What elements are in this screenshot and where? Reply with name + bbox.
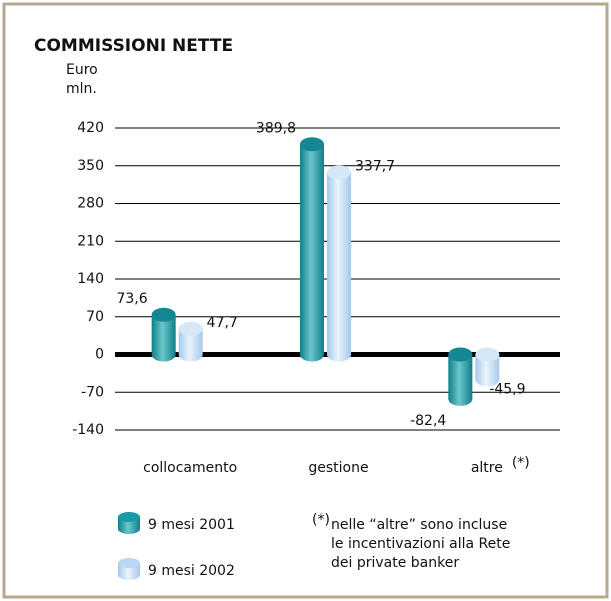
- value-label: 337,7: [355, 158, 395, 174]
- bar: [178, 321, 203, 362]
- x-tick-label: altre: [471, 460, 503, 476]
- value-label: -45,9: [489, 381, 525, 397]
- bar-top: [327, 165, 351, 180]
- value-label: -82,4: [410, 413, 446, 429]
- note-text: nelle “altre” sono incluse: [331, 517, 507, 533]
- value-label: 47,7: [207, 315, 238, 331]
- value-label: 389,8: [256, 120, 296, 136]
- y-tick-label: -140: [72, 422, 104, 438]
- y-tick-label: 420: [77, 120, 104, 136]
- legend-swatch-top: [118, 512, 140, 522]
- bar-body: [300, 144, 324, 355]
- legend-swatch: [118, 512, 140, 534]
- bar-bottom: [178, 347, 203, 362]
- bar-top: [448, 347, 473, 362]
- x-tick-label: gestione: [308, 460, 368, 476]
- y-tick-label: 280: [77, 196, 104, 212]
- y-label: Euro: [66, 62, 98, 78]
- x-tick-label: collocamento: [143, 460, 237, 476]
- y-tick-label: 70: [86, 309, 104, 325]
- bar-top: [151, 307, 176, 322]
- bar-top: [300, 137, 324, 152]
- legend-swatch: [118, 558, 140, 580]
- bar: [475, 347, 500, 387]
- bar: [327, 165, 351, 362]
- chart-title: COMMISSIONI NETTE: [34, 36, 233, 56]
- y-tick-label: 140: [77, 271, 104, 287]
- bar-bottom: [327, 347, 351, 362]
- bar-bottom: [300, 347, 324, 362]
- legend-label: 9 mesi 2002: [148, 563, 235, 579]
- bar: [151, 307, 176, 362]
- bar-bottom: [448, 391, 473, 406]
- note-text: le incentivazioni alla Rete: [331, 536, 510, 552]
- bar: [300, 137, 324, 362]
- bar-top: [178, 321, 203, 336]
- bar-bottom: [151, 347, 176, 362]
- y-label: mln.: [66, 81, 97, 97]
- y-tick-label: 350: [77, 158, 104, 174]
- value-label: 73,6: [116, 291, 147, 307]
- legend-label: 9 mesi 2001: [148, 517, 235, 533]
- legend-swatch-bottom: [118, 570, 140, 580]
- legend-swatch-top: [118, 558, 140, 568]
- bar-top: [475, 347, 500, 362]
- bar-bottom: [475, 372, 500, 387]
- y-tick-label: 210: [77, 233, 104, 249]
- note-mark: (*): [312, 512, 330, 528]
- y-tick-label: -70: [81, 384, 104, 400]
- bar: [448, 347, 473, 406]
- y-tick-label: 0: [95, 347, 104, 363]
- category-note: (*): [512, 455, 530, 471]
- legend-swatch-bottom: [118, 524, 140, 534]
- note-text: dei private banker: [331, 555, 459, 571]
- bar-body: [448, 354, 473, 399]
- bar-body: [327, 172, 351, 355]
